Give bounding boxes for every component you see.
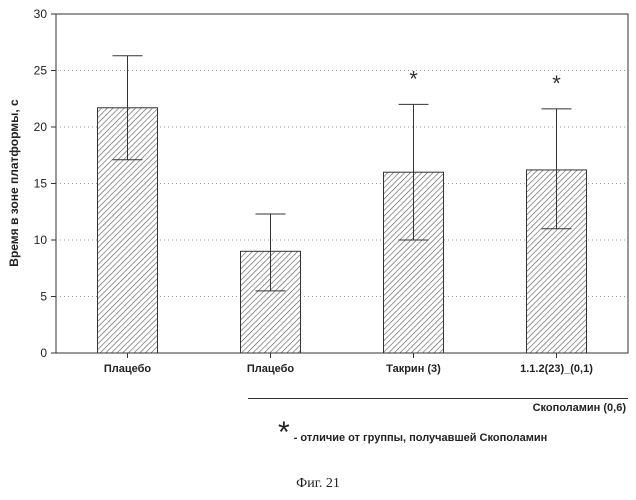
y-tick-label: 0 bbox=[40, 346, 47, 360]
x-tick-label: Плацебо bbox=[247, 363, 295, 375]
group-label: Скополамин (0,6) bbox=[532, 402, 626, 414]
bars: * * bbox=[97, 55, 587, 354]
y-tick-label: 15 bbox=[34, 177, 48, 191]
y-tick-label: 30 bbox=[34, 7, 48, 21]
legend-text: - отличие от группы, получавшей Скополам… bbox=[293, 432, 548, 444]
y-tick-label: 20 bbox=[34, 120, 48, 134]
group-bracket-line bbox=[248, 398, 628, 399]
x-tick-label: 1.1.2(23)_(0,1) bbox=[520, 363, 593, 375]
significance-star: * bbox=[552, 71, 561, 96]
legend: * - отличие от группы, получавшей Скопол… bbox=[278, 416, 548, 449]
axes: 0 5 10 15 20 25 30 Плацебо Плацебо Такрин (3) 1.1.… bbox=[34, 7, 594, 375]
y-axis-label: Время в зоне платформы, с bbox=[7, 99, 21, 267]
x-tick-label: Такрин (3) bbox=[386, 363, 441, 375]
y-tick-label: 10 bbox=[34, 233, 48, 247]
figure-caption: Фиг. 21 bbox=[296, 476, 340, 491]
y-tick-label: 5 bbox=[40, 290, 47, 304]
legend-star-symbol: * bbox=[278, 416, 290, 449]
y-tick-label: 25 bbox=[34, 64, 48, 78]
significance-star: * bbox=[409, 66, 418, 91]
x-tick-label: Плацебо bbox=[104, 363, 152, 375]
